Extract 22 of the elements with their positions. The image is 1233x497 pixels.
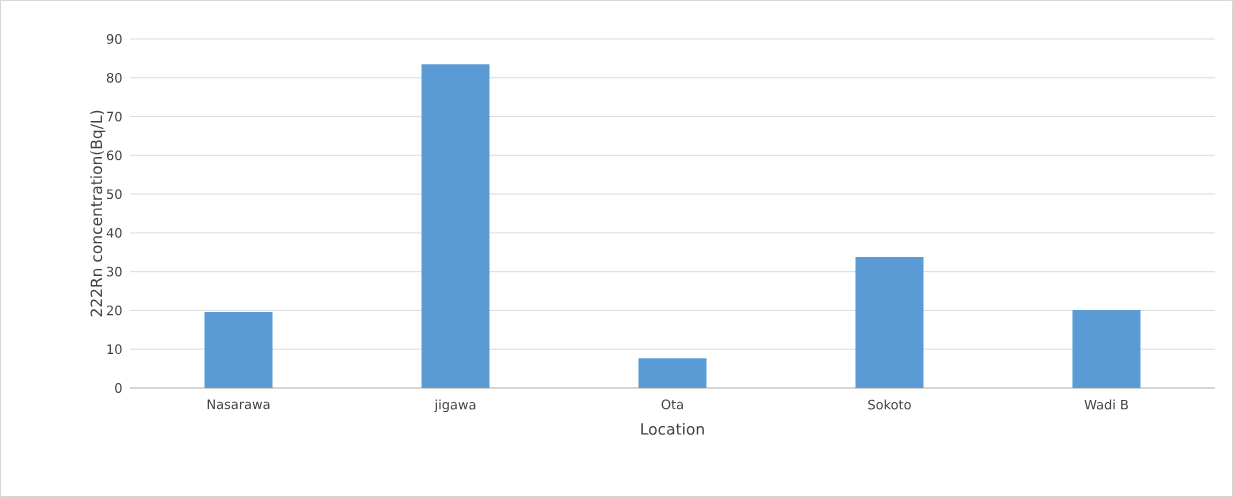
bar xyxy=(204,311,273,388)
y-tick-label: 0 xyxy=(115,383,122,393)
y-tick-label: 60 xyxy=(106,150,122,161)
y-tick-label: 40 xyxy=(106,227,122,238)
x-tick-label: Ota xyxy=(661,399,683,410)
y-tick-label: 20 xyxy=(106,305,122,316)
y-tick-label: 30 xyxy=(107,266,122,277)
x-axis-title: Location xyxy=(641,422,704,435)
bar xyxy=(1072,310,1141,388)
x-tick-label: Nasarawa xyxy=(207,399,270,410)
bar xyxy=(421,64,490,388)
x-tick-label: jigawa xyxy=(434,399,476,413)
y-tick-label: 80 xyxy=(106,72,122,83)
y-axis-title: 222Rn concentration(Bq/L) xyxy=(90,110,106,317)
bar xyxy=(638,358,707,388)
x-tick-label: Wadi B xyxy=(1084,399,1128,410)
x-tick-label: Sokoto xyxy=(868,399,911,410)
y-tick-label: 90 xyxy=(106,34,122,44)
y-tick-label: 10 xyxy=(107,344,122,355)
bar xyxy=(855,256,924,388)
y-tick-label: 50 xyxy=(107,189,122,199)
y-tick-label: 70 xyxy=(107,111,122,122)
